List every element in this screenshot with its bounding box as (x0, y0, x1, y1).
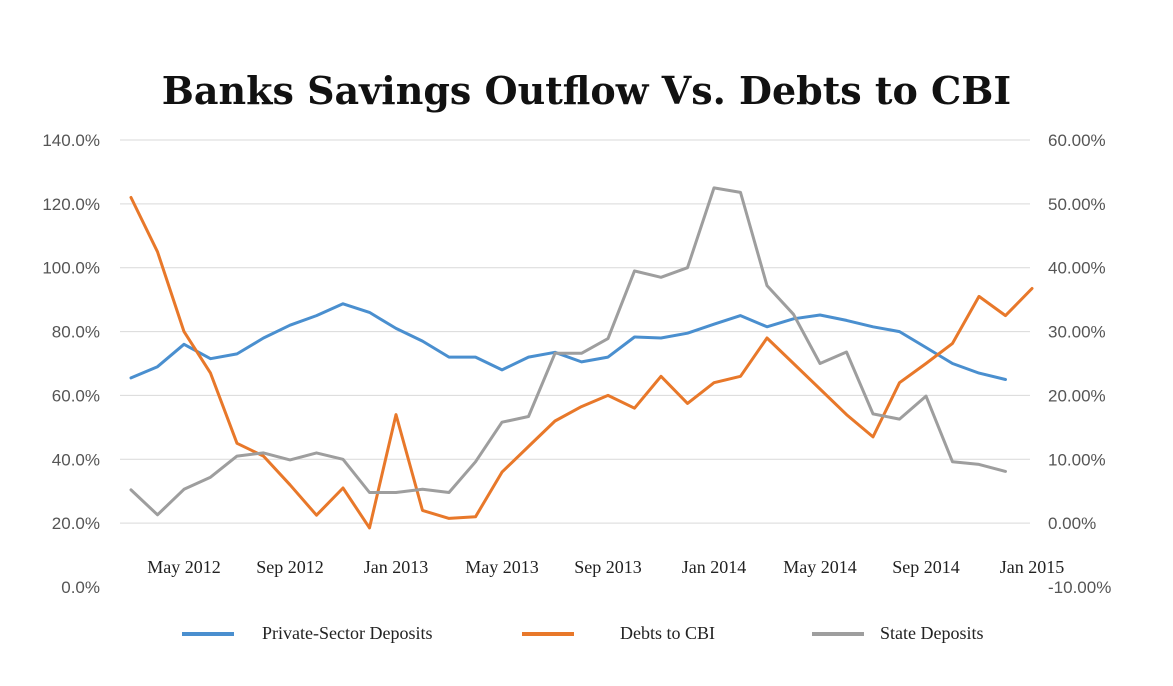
legend-label-state-deposits: State Deposits (880, 623, 984, 643)
x-tick-label: Jan 2015 (1000, 557, 1065, 577)
left-tick-label: 140.0% (42, 131, 100, 150)
left-tick-label: 100.0% (42, 259, 100, 278)
left-tick-label: 60.0% (52, 386, 100, 405)
right-tick-label: 30.00% (1048, 323, 1106, 342)
left-tick-label: 80.0% (52, 323, 100, 342)
right-tick-label: -10.00% (1048, 578, 1111, 597)
series-line-private-sector-deposits (129, 302, 1007, 381)
x-tick-label: May 2013 (465, 557, 539, 577)
series-layer (129, 186, 1034, 530)
left-tick-label: 0.0% (61, 578, 100, 597)
x-tick-label: Sep 2014 (892, 557, 960, 577)
left-tick-label: 20.0% (52, 514, 100, 533)
legend-label-debts-to-cbi: Debts to CBI (620, 623, 715, 643)
legend: Private-Sector Deposits Debts to CBI State… (182, 623, 984, 643)
legend-label-private-sector-deposits: Private-Sector Deposits (262, 623, 432, 643)
chart-title: Banks Savings Outflow Vs. Debts to CBI (161, 68, 1012, 113)
x-tick-label: Sep 2013 (574, 557, 642, 577)
x-axis-ticks: May 2012 Sep 2012 Jan 2013 May 2013 Sep 2013… (147, 557, 1064, 577)
left-tick-label: 120.0% (42, 195, 100, 214)
series-line-state-deposits (129, 186, 1007, 517)
right-tick-label: 10.00% (1048, 450, 1106, 469)
x-tick-label: Jan 2014 (682, 557, 747, 577)
grid-layer (120, 139, 1030, 524)
right-tick-label: 50.00% (1048, 195, 1106, 214)
x-tick-label: Jan 2013 (364, 557, 429, 577)
left-axis-ticks: 0.0% 20.0% 40.0% 60.0% 80.0% 100.0% 120.0% 140.… (42, 131, 100, 597)
right-tick-label: 0.00% (1048, 514, 1096, 533)
x-tick-label: May 2012 (147, 557, 221, 577)
left-tick-label: 40.0% (52, 450, 100, 469)
x-tick-label: May 2014 (783, 557, 857, 577)
right-axis-ticks: -10.00% 0.00% 10.00% 20.00% 30.00% 40.00% 50.0… (1048, 131, 1111, 597)
right-tick-label: 20.00% (1048, 386, 1106, 405)
x-tick-label: Sep 2012 (256, 557, 324, 577)
right-tick-label: 60.00% (1048, 131, 1106, 150)
right-tick-label: 40.00% (1048, 259, 1106, 278)
